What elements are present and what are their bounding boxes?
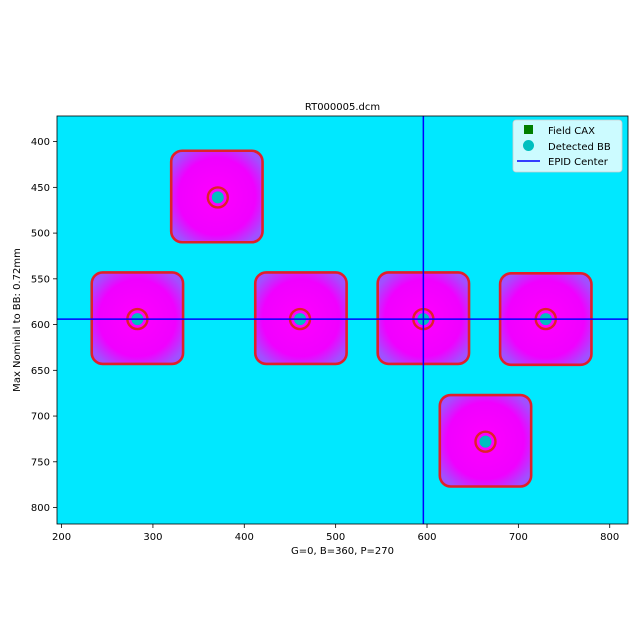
y-tick-label-400: 400 xyxy=(31,137,50,148)
y-tick-label-800: 800 xyxy=(31,503,50,514)
field-contour-5 xyxy=(438,393,533,488)
y-tick-label-700: 700 xyxy=(31,412,50,423)
y-tick-label-550: 550 xyxy=(31,274,50,285)
y-axis-label: Max Nominal to BB: 0.72mm xyxy=(12,248,23,392)
legend-label-detected-bb: Detected BB xyxy=(548,142,611,153)
x-tick-label-700: 700 xyxy=(509,532,528,543)
x-tick-label-400: 400 xyxy=(235,532,254,543)
detected-bb-0 xyxy=(211,191,224,204)
legend-label-epid-center: EPID Center xyxy=(548,157,609,168)
bb-contour-5 xyxy=(474,430,497,453)
chart-title: RT000005.dcm xyxy=(305,102,380,113)
y-tick-label-750: 750 xyxy=(31,457,50,468)
y-axis: 400 450 500 550 600 650 700 750 800 xyxy=(31,137,57,514)
legend: Field CAX Detected BB EPID Center xyxy=(512,119,623,173)
y-tick-label-500: 500 xyxy=(31,229,50,240)
y-tick-label-600: 600 xyxy=(31,320,50,331)
center-layer xyxy=(57,116,628,524)
x-tick-label-500: 500 xyxy=(326,532,345,543)
legend-marker-detected-bb xyxy=(523,140,534,151)
y-tick-label-450: 450 xyxy=(31,183,50,194)
bb-contour-0 xyxy=(206,186,229,209)
field-contour-1 xyxy=(90,271,185,366)
plot-frame xyxy=(56,115,629,525)
field-contour-2 xyxy=(253,271,348,366)
x-tick-label-300: 300 xyxy=(143,532,162,543)
x-axis-label: G=0, B=360, P=270 xyxy=(291,546,394,557)
x-tick-label-600: 600 xyxy=(417,532,436,543)
field-contour-0 xyxy=(169,149,264,244)
legend-label-field-cax: Field CAX xyxy=(548,126,595,137)
legend-box xyxy=(512,119,623,173)
x-tick-label-200: 200 xyxy=(52,532,71,543)
y-tick-label-650: 650 xyxy=(31,366,50,377)
plot-area xyxy=(57,116,628,524)
legend-marker-field-cax xyxy=(524,125,533,134)
x-axis: 200 300 400 500 600 700 800 xyxy=(52,524,619,543)
x-tick-label-800: 800 xyxy=(600,532,619,543)
detected-bb-5 xyxy=(479,435,492,448)
